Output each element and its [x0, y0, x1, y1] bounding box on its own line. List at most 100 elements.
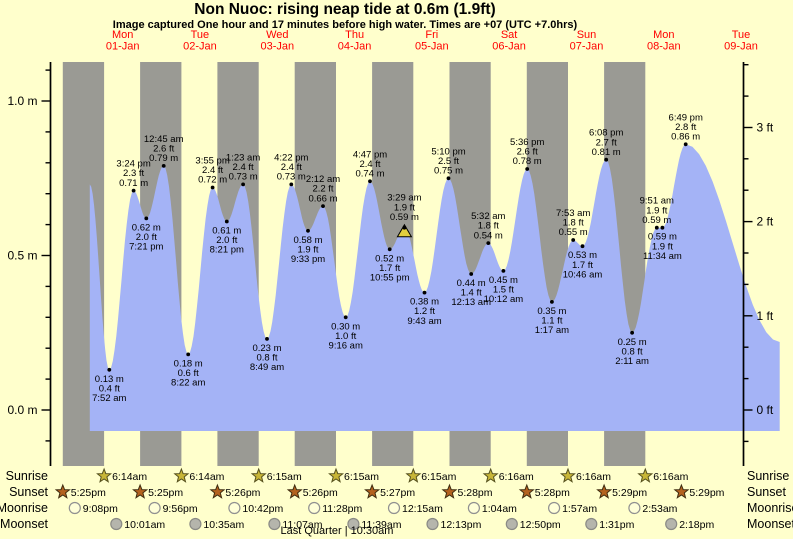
sunrise-icon	[637, 467, 654, 483]
high-tide-label: 2.4 ft	[281, 162, 302, 173]
high-tide-label: 5:36 pm	[510, 137, 544, 148]
moonrise-icon	[547, 501, 561, 515]
moonrise-icon	[228, 501, 241, 515]
moonset-time: 11:07am	[282, 519, 322, 531]
sunset-icon	[286, 483, 303, 499]
astro-row-label-right: Moonset	[747, 517, 793, 531]
low-tide-label: 0.6 ft	[178, 368, 199, 379]
sunset-icon	[596, 483, 613, 499]
tide-extreme-dot	[571, 238, 576, 242]
high-tide-label: 2.4 ft	[359, 159, 380, 170]
low-tide-label: 0.59 m	[648, 232, 677, 243]
sunrise-icon	[173, 467, 190, 483]
right-axis-label: 2 ft	[757, 215, 774, 229]
low-tide-label: 0.58 m	[293, 235, 322, 246]
tide-extreme-dot	[321, 204, 325, 209]
sunset-icon	[54, 483, 71, 499]
current-time-marker	[396, 223, 413, 238]
day-date-label: 03-Jan	[260, 41, 294, 53]
day-date-label: 06-Jan	[492, 41, 526, 53]
low-tide-label: 7:21 pm	[129, 242, 163, 253]
moonset-icon	[110, 517, 123, 531]
day-date-label: 02-Jan	[183, 41, 217, 53]
high-tide-label: 5:32 am	[471, 211, 505, 222]
moonset-icon	[426, 517, 439, 531]
day-weekday-label: Fri	[425, 29, 438, 41]
day-weekday-label: Sat	[501, 29, 518, 41]
moonset-time: 2:18pm	[679, 519, 714, 531]
tide-extreme-dot	[265, 337, 269, 341]
tide-extreme-dot	[580, 244, 585, 249]
day-weekday-label: Sun	[577, 29, 597, 41]
low-tide-label: 1.0 ft	[335, 331, 356, 342]
sunrise-time: 6:15am	[344, 471, 379, 483]
low-tide-label: 1.7 ft	[379, 263, 400, 274]
low-tide-label: 0.45 m	[489, 275, 518, 286]
tide-extreme-dot	[186, 352, 191, 357]
day-weekday-label: Wed	[266, 29, 288, 41]
high-tide-label: 7:53 am	[556, 208, 590, 219]
sunrise-icon	[482, 467, 499, 483]
low-tide-label: 0.52 m	[375, 253, 404, 264]
sunset-time: 5:27pm	[380, 487, 415, 499]
low-tide-label: 2.0 ft	[216, 235, 237, 246]
left-axis-label: 0.5 m	[7, 249, 37, 263]
high-tide-label: 6:49 pm	[669, 112, 703, 123]
sunrise-time: 6:15am	[267, 471, 302, 483]
tide-extreme-dot	[387, 247, 392, 252]
sunset-time: 5:26pm	[225, 487, 260, 499]
moonrise-time: 12:15am	[402, 503, 443, 515]
sunset-icon	[518, 483, 535, 499]
low-tide-label: 9:16 am	[329, 341, 363, 352]
high-tide-label: 12:45 am	[144, 134, 184, 145]
low-tide-label: 2.0 ft	[136, 232, 157, 243]
sunset-icon	[364, 483, 381, 499]
tide-extreme-dot	[501, 269, 506, 273]
sunrise-time: 6:14am	[112, 471, 147, 483]
low-tide-label: 1.2 ft	[414, 306, 435, 317]
moonset-time: 10:01am	[124, 519, 165, 531]
tide-extreme-dot	[306, 228, 310, 233]
moonset-icon	[347, 517, 360, 531]
high-tide-label: 0.74 m	[355, 169, 384, 180]
low-tide-label: 0.30 m	[331, 321, 360, 332]
low-tide-label: 1.9 ft	[652, 241, 673, 252]
tide-extreme-dot	[683, 142, 688, 147]
astro-row-label-left: Sunrise	[6, 469, 48, 483]
sunrise-time: 6:16am	[653, 471, 688, 483]
low-tide-label: 0.18 m	[174, 358, 203, 369]
day-date-label: 04-Jan	[338, 41, 372, 53]
low-tide-label: 1.4 ft	[461, 288, 482, 299]
tide-extreme-dot	[550, 300, 554, 304]
tide-extreme-dot	[486, 241, 491, 246]
sunset-time: 5:29pm	[612, 487, 647, 499]
moonrise-time: 9:08pm	[83, 503, 118, 515]
tide-extreme-dot	[144, 216, 149, 221]
low-tide-label: 0.61 m	[212, 226, 241, 237]
high-tide-label: 2.6 ft	[153, 144, 174, 155]
high-tide-label: 6:08 pm	[589, 128, 623, 139]
low-tide-label: 1:17 am	[535, 325, 569, 336]
low-tide-label: 1.1 ft	[541, 316, 562, 327]
sunrise-icon	[328, 467, 345, 483]
high-tide-label: 1.9 ft	[394, 202, 415, 213]
day-weekday-label: Thu	[345, 29, 364, 41]
low-tide-label: 0.44 m	[457, 278, 486, 289]
low-tide-label: 10:12 am	[484, 294, 524, 305]
tide-extreme-dot	[402, 225, 407, 230]
moonrise-time: 11:28pm	[322, 503, 362, 515]
moonrise-icon	[148, 501, 161, 515]
sunset-time: 5:29pm	[689, 487, 724, 499]
moonrise-icon	[628, 501, 641, 515]
left-axis-label: 1.0 m	[7, 94, 37, 108]
low-tide-label: 7:52 am	[92, 393, 126, 404]
low-tide-label: 9:43 am	[407, 316, 441, 327]
tide-extreme-dot	[422, 290, 427, 295]
high-tide-label: 2.2 ft	[312, 184, 333, 195]
sunset-time: 5:26pm	[303, 487, 338, 499]
high-tide-label: 1:23 am	[226, 152, 260, 163]
moonrise-time: 9:56pm	[163, 503, 198, 515]
tide-extreme-dot	[210, 185, 215, 190]
low-tide-label: 1.9 ft	[297, 244, 318, 255]
